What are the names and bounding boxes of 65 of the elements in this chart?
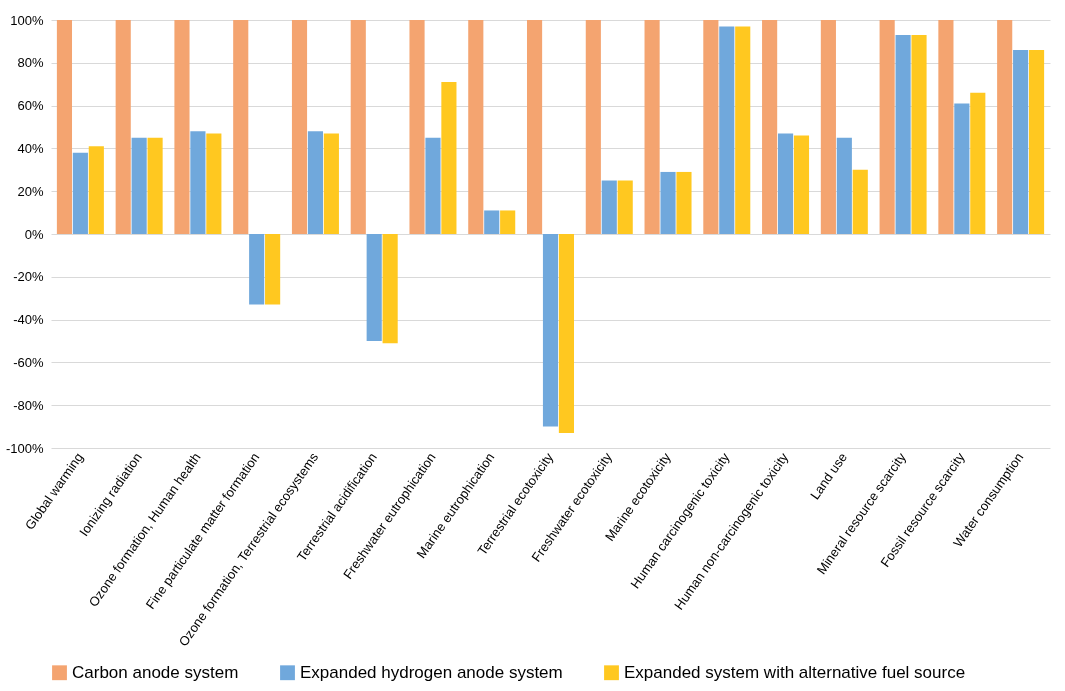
bar: [468, 20, 484, 234]
y-tick-label: 60%: [17, 98, 44, 114]
bar: [131, 137, 147, 234]
legend-label: Expanded system with alternative fuel source: [624, 662, 966, 682]
y-tick-label: -40%: [13, 312, 44, 328]
bar: [1013, 49, 1029, 234]
bar: [820, 20, 836, 234]
bar: [836, 137, 852, 234]
bar: [56, 20, 73, 234]
bar: [291, 20, 308, 234]
bar: [174, 20, 190, 234]
bar: [660, 171, 676, 234]
bar: [409, 20, 425, 234]
bar: [249, 234, 265, 305]
bar: [970, 92, 986, 234]
bar: [88, 146, 104, 234]
bar: [644, 20, 660, 234]
bar: [719, 26, 735, 234]
bar: [793, 135, 810, 234]
bar: [676, 171, 692, 234]
bar: [425, 137, 441, 234]
bar: [703, 20, 719, 234]
y-tick-label: -100%: [5, 440, 44, 456]
bar: [441, 82, 457, 234]
bar: [735, 26, 751, 234]
y-tick-label: 20%: [17, 183, 44, 199]
bar: [895, 34, 911, 234]
bar: [762, 20, 778, 234]
bar: [382, 234, 398, 344]
bar: [366, 234, 382, 341]
y-tick-label: -20%: [13, 269, 44, 285]
y-tick-label: 40%: [17, 140, 44, 156]
bar: [542, 234, 559, 427]
bar: [115, 20, 131, 234]
bar: [938, 20, 954, 234]
bar: [617, 180, 633, 234]
bar: [350, 20, 366, 234]
bar: [206, 133, 222, 234]
bar: [585, 20, 601, 234]
bar: [852, 169, 868, 234]
bar: [72, 152, 88, 234]
bar: [526, 20, 543, 234]
bar: [233, 20, 249, 234]
y-tick-label: -80%: [13, 397, 44, 413]
bar: [265, 234, 281, 305]
bar: [1028, 49, 1045, 234]
bar: [997, 20, 1013, 234]
bar: [879, 20, 895, 234]
legend-label: Carbon anode system: [72, 662, 239, 682]
y-tick-label: 0%: [24, 226, 44, 242]
bar: [190, 131, 206, 234]
bar: [307, 131, 324, 234]
y-tick-label: 80%: [17, 55, 44, 71]
bar: [500, 210, 516, 234]
bar: [777, 133, 794, 234]
bar: [601, 180, 617, 234]
y-tick-label: -60%: [13, 354, 44, 370]
bar: [558, 234, 575, 434]
bar: [323, 133, 339, 234]
legend-label: Expanded hydrogen anode system: [300, 662, 563, 682]
bar: [954, 103, 970, 234]
bar: [147, 137, 163, 234]
bar: [484, 210, 500, 234]
y-tick-label: 100%: [10, 12, 44, 28]
bar: [911, 34, 927, 234]
